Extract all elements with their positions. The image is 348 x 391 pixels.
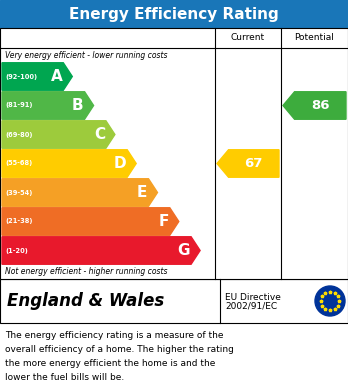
Text: F: F <box>158 214 169 229</box>
Text: Potential: Potential <box>294 34 334 43</box>
Text: the more energy efficient the home is and the: the more energy efficient the home is an… <box>5 359 215 368</box>
Text: D: D <box>113 156 126 171</box>
Text: C: C <box>94 127 105 142</box>
Text: B: B <box>72 98 84 113</box>
Text: (21-38): (21-38) <box>5 219 32 224</box>
Polygon shape <box>2 237 200 264</box>
Text: Very energy efficient - lower running costs: Very energy efficient - lower running co… <box>5 50 167 59</box>
Text: lower the fuel bills will be.: lower the fuel bills will be. <box>5 373 124 382</box>
Text: (39-54): (39-54) <box>5 190 32 196</box>
Text: 86: 86 <box>311 99 330 112</box>
Polygon shape <box>2 179 158 206</box>
Circle shape <box>315 286 345 316</box>
Polygon shape <box>2 150 136 177</box>
Text: (92-100): (92-100) <box>5 74 37 79</box>
Polygon shape <box>283 92 346 119</box>
Text: G: G <box>177 243 190 258</box>
Text: A: A <box>50 69 62 84</box>
Text: 67: 67 <box>245 157 263 170</box>
Text: The energy efficiency rating is a measure of the: The energy efficiency rating is a measur… <box>5 331 223 340</box>
Text: England & Wales: England & Wales <box>7 292 164 310</box>
Polygon shape <box>217 150 279 177</box>
Polygon shape <box>2 92 94 119</box>
Polygon shape <box>2 63 72 90</box>
Text: Current: Current <box>231 34 265 43</box>
Text: (69-80): (69-80) <box>5 131 32 138</box>
Text: overall efficiency of a home. The higher the rating: overall efficiency of a home. The higher… <box>5 345 234 354</box>
Text: Not energy efficient - higher running costs: Not energy efficient - higher running co… <box>5 267 167 276</box>
Bar <box>0 279 348 323</box>
Text: E: E <box>137 185 148 200</box>
Text: Energy Efficiency Rating: Energy Efficiency Rating <box>69 7 279 22</box>
Bar <box>0 0 348 28</box>
Text: (81-91): (81-91) <box>5 102 32 108</box>
Text: (55-68): (55-68) <box>5 160 32 167</box>
Polygon shape <box>2 121 115 148</box>
Text: EU Directive: EU Directive <box>225 292 281 301</box>
Polygon shape <box>2 208 179 235</box>
Bar <box>0 28 348 279</box>
Text: (1-20): (1-20) <box>5 248 28 253</box>
Text: 2002/91/EC: 2002/91/EC <box>225 301 277 310</box>
